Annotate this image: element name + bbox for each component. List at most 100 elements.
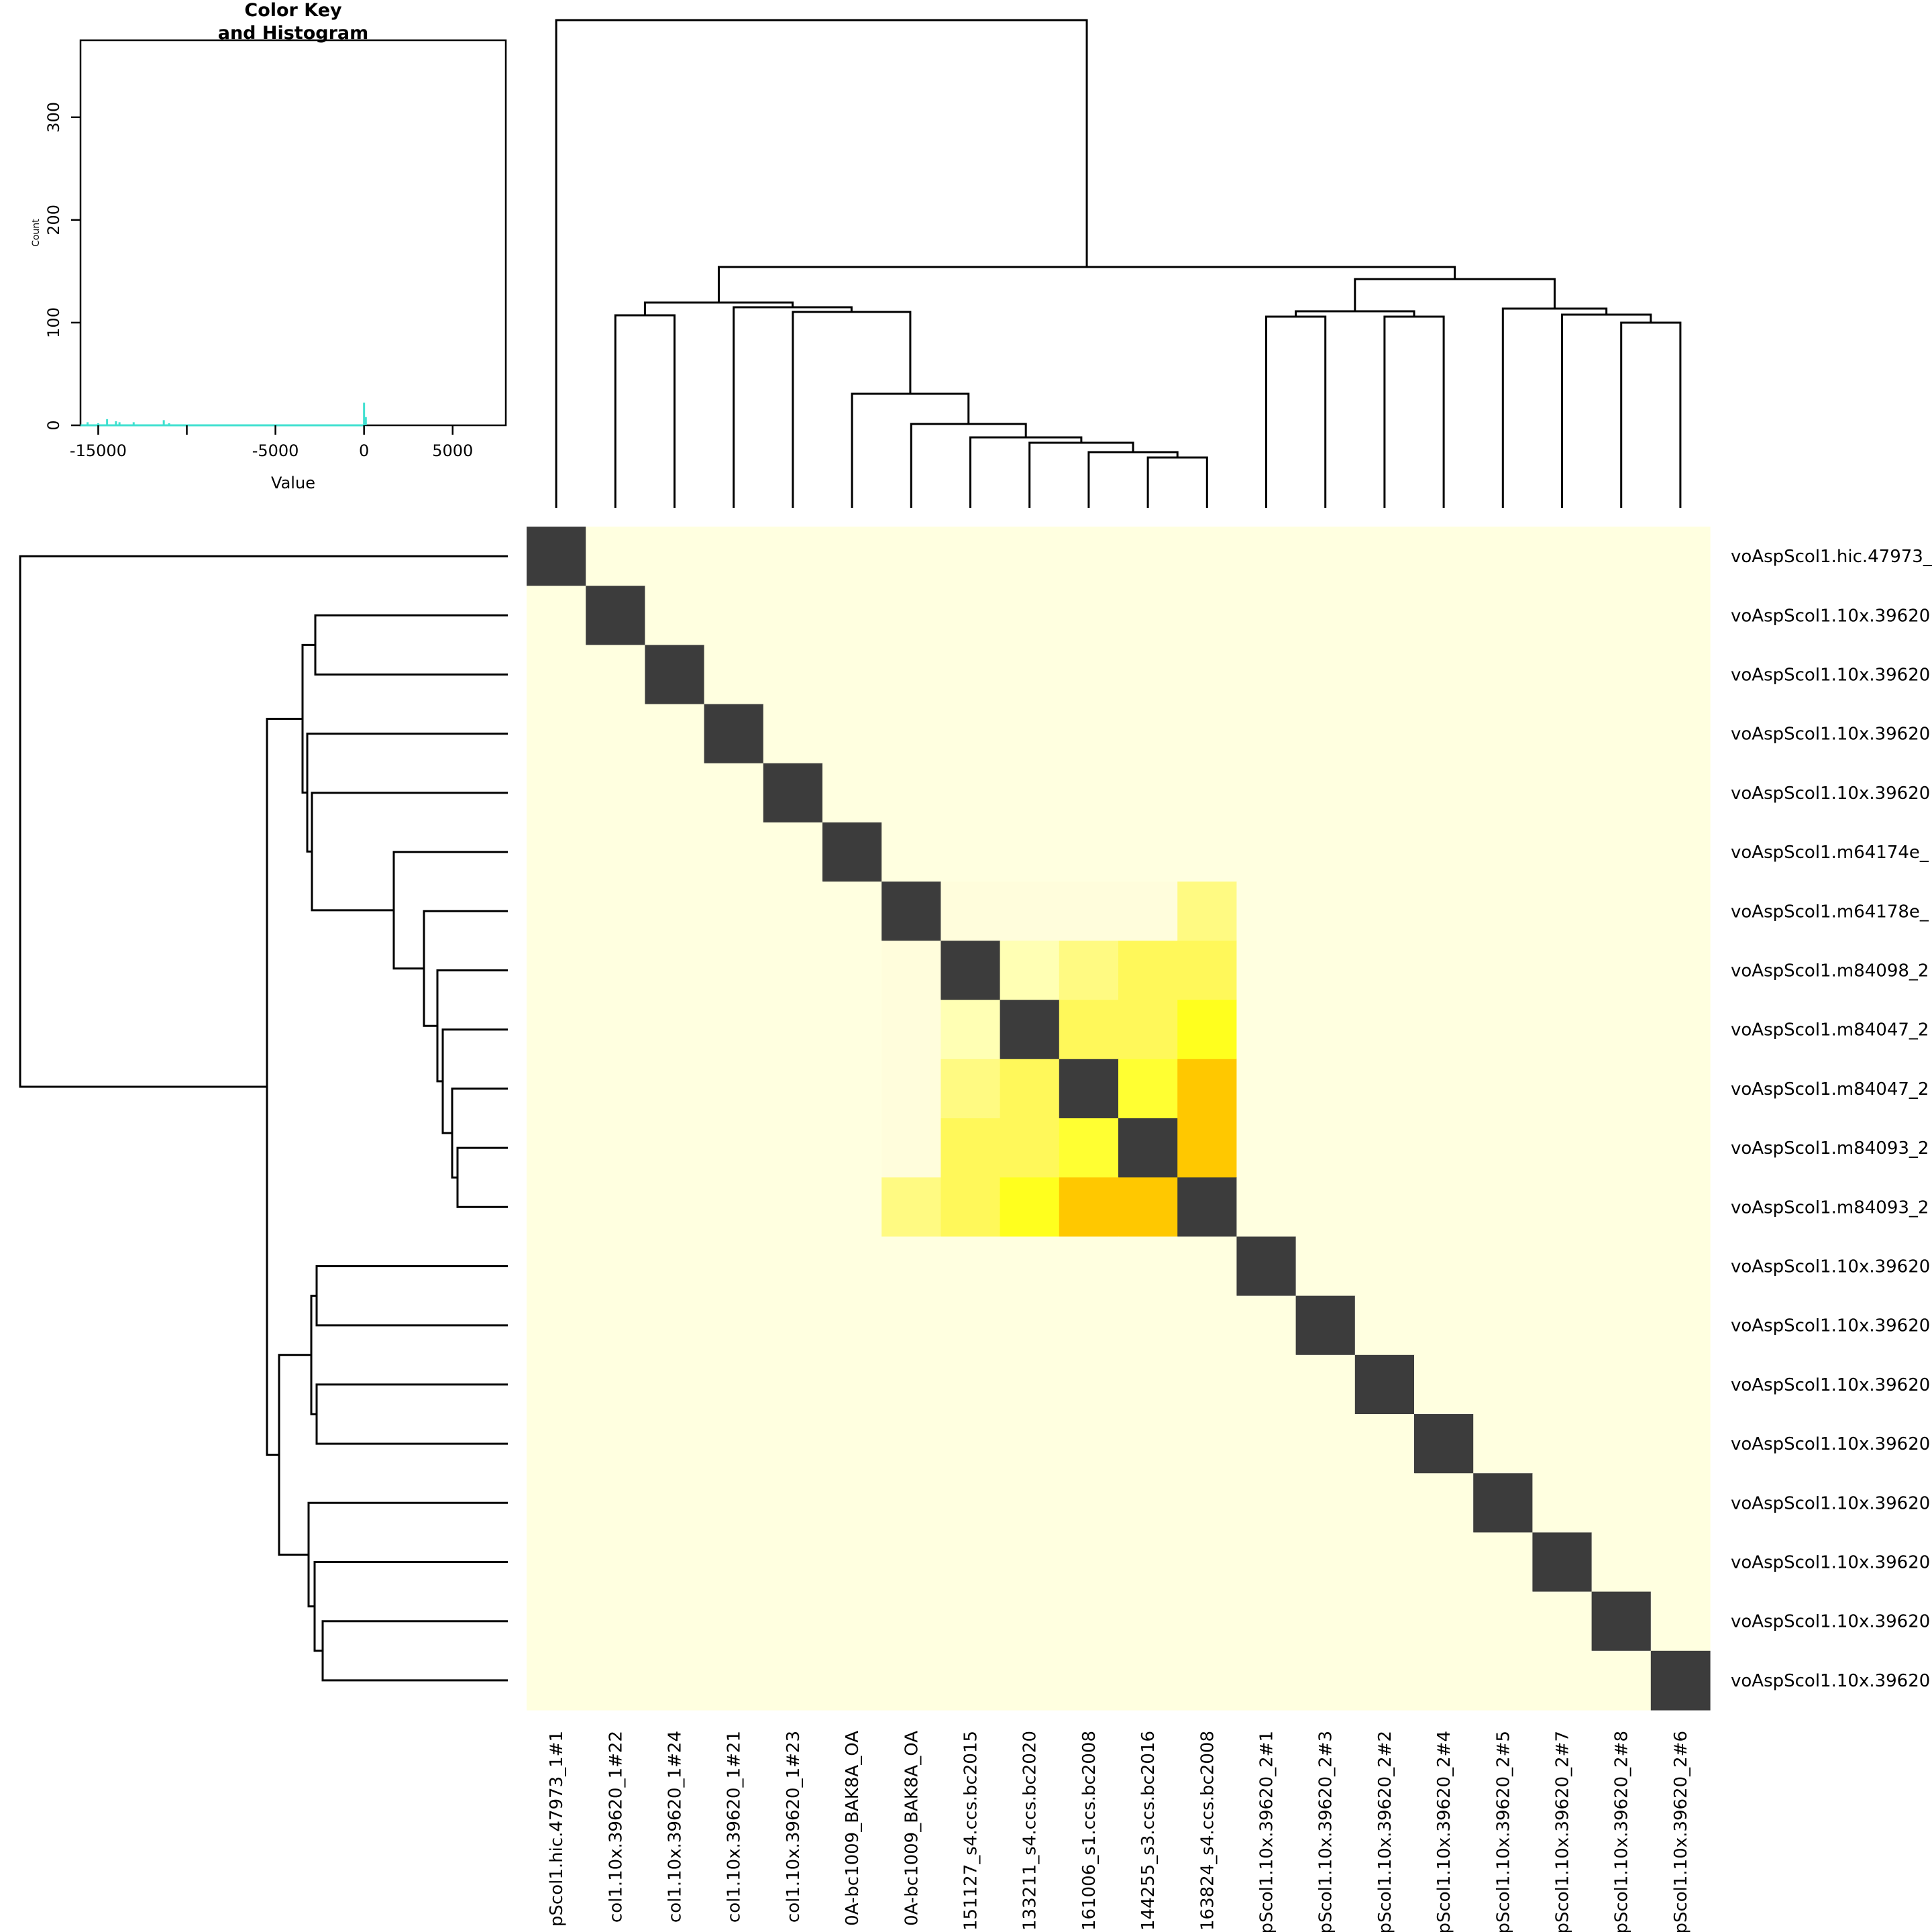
column-label: col1.10x.39620_1#24 [665, 1731, 686, 1923]
heatmap-cell [763, 881, 823, 941]
heatmap-cell [645, 1236, 705, 1297]
heatmap-cell [881, 645, 941, 705]
heatmap-cell [527, 1414, 586, 1474]
heatmap-cell [1354, 941, 1415, 1001]
heatmap-cell [1650, 1473, 1711, 1533]
column-label: 0A-bc1009_BAK8A_OA [843, 1731, 863, 1926]
heatmap-cell [1118, 1236, 1178, 1297]
heatmap-cell [527, 1177, 586, 1237]
heatmap-cell [704, 1532, 764, 1593]
heatmap-cell [527, 704, 586, 764]
heatmap-cell [822, 822, 882, 882]
key-title-line-1: Color Key [244, 0, 342, 21]
heatmap-cell [763, 1650, 823, 1711]
heatmap-cell [1177, 763, 1237, 823]
heatmap-cell [1591, 1236, 1652, 1297]
heatmap-cell [1650, 881, 1711, 941]
column-dendrogram-branch [1620, 321, 1682, 508]
heatmap-cell [881, 881, 941, 941]
heatmap-cell [1236, 527, 1297, 586]
heatmap-cell [763, 1236, 823, 1297]
row-dendrogram-branch [321, 1620, 508, 1682]
heatmap-cell [881, 1532, 941, 1593]
heatmap-cell [1118, 1295, 1178, 1356]
row-label: voAspScol1.10x.39620 [1731, 1316, 1930, 1336]
column-label: pScol1.10x.39620_2#7 [1553, 1731, 1573, 1932]
heatmap-cell [1591, 586, 1652, 645]
histogram-x-tick-label: -5000 [252, 441, 299, 460]
heatmap-cell [527, 1118, 586, 1178]
histogram-plot-box [79, 39, 507, 427]
heatmap-cell [1650, 1532, 1711, 1593]
heatmap-cell [1354, 1532, 1415, 1593]
heatmap-cell [1177, 1532, 1237, 1593]
heatmap-cell [704, 645, 764, 705]
heatmap-cell [1473, 1414, 1533, 1474]
heatmap-cell [1000, 822, 1060, 882]
heatmap-cell [1177, 1591, 1237, 1652]
heatmap-cell [1354, 1473, 1415, 1533]
heatmap-cell [1354, 527, 1415, 586]
heatmap-cell [1532, 704, 1593, 764]
heatmap-cell [1650, 822, 1711, 882]
heatmap-cell [941, 645, 1001, 705]
heatmap-cell [1650, 1414, 1711, 1474]
heatmap-cell [1354, 1177, 1415, 1237]
heatmap-cell [527, 1354, 586, 1415]
heatmap-cell [822, 645, 882, 705]
heatmap-cell [1591, 941, 1652, 1001]
heatmap-cell [1236, 1000, 1297, 1060]
heatmap-cell [941, 1591, 1001, 1652]
heatmap-cell [527, 645, 586, 705]
heatmap-cell [645, 1354, 705, 1415]
heatmap-cell [1000, 1000, 1060, 1060]
heatmap-cell [1059, 1000, 1119, 1060]
heatmap-cell [881, 1000, 941, 1060]
row-dendrogram [19, 555, 508, 1682]
heatmap-cell [941, 941, 1001, 1001]
heatmap-cell [1236, 822, 1297, 882]
heatmap-cell [1354, 586, 1415, 645]
heatmap-cell [1650, 1177, 1711, 1237]
heatmap-cell [1236, 1059, 1297, 1119]
row-dendrogram-branch [314, 614, 508, 676]
column-label: 0A-bc1009_BAK8A_OA [902, 1731, 922, 1926]
heatmap-cell [1591, 822, 1652, 882]
heatmap-cell [1000, 704, 1060, 764]
heatmap-cell [1650, 763, 1711, 823]
heatmap-cell [1059, 1118, 1119, 1178]
heatmap-cell [586, 704, 645, 764]
heatmap-cell [1354, 1059, 1415, 1119]
heatmap-cell [881, 941, 941, 1001]
heatmap-cell [1059, 1059, 1119, 1119]
color-key-histogram: Color Key and Histogram -15000 -5000 0 5000… [31, 0, 507, 492]
heatmap-cell [586, 763, 645, 823]
heatmap-cell [1177, 1236, 1237, 1297]
heatmap-cell [1532, 1236, 1593, 1297]
heatmap-cell [1650, 941, 1711, 1001]
heatmap-cell [1059, 1473, 1119, 1533]
heatmap-cell [763, 1354, 823, 1415]
heatmap-cell [586, 822, 645, 882]
heatmap-cell [1473, 586, 1533, 645]
heatmap-cell [586, 1118, 645, 1178]
heatmap-cell [1059, 763, 1119, 823]
heatmap-cell [1650, 1059, 1711, 1119]
heatmap-cell [1236, 1236, 1297, 1297]
heatmap-cell [1177, 1414, 1237, 1474]
heatmap-cell [1177, 1177, 1237, 1237]
heatmap-cell [1473, 527, 1533, 586]
heatmap-cell [1059, 1414, 1119, 1474]
heatmap-cell [1236, 881, 1297, 941]
heatmap-cell [1354, 1000, 1415, 1060]
row-label: voAspScol1.10x.39620 [1731, 1257, 1930, 1277]
heatmap-cell [1591, 1414, 1652, 1474]
heatmap-cell [1532, 1354, 1593, 1415]
heatmap-cell [1473, 1473, 1533, 1533]
heatmap-cell [1532, 1591, 1593, 1652]
heatmap-cell [1414, 1354, 1474, 1415]
histogram-x-label: Value [271, 474, 315, 492]
heatmap-cell [1650, 1236, 1711, 1297]
heatmap-cells [527, 527, 1711, 1711]
heatmap-cell [822, 1177, 882, 1237]
